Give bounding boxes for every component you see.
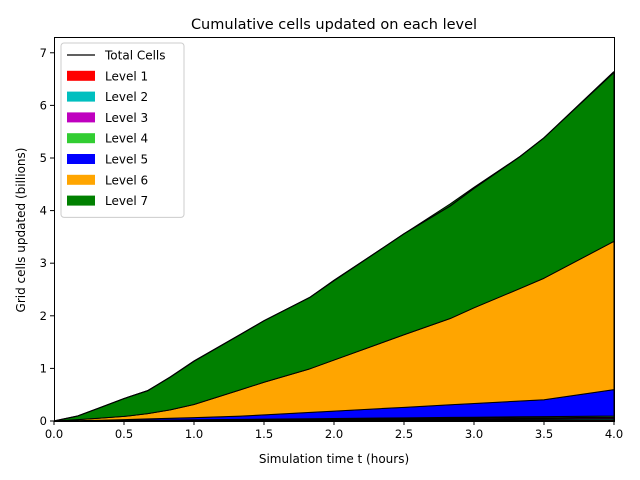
y-tick-label: 4 (40, 204, 47, 218)
chart-title: Cumulative cells updated on each level (191, 17, 477, 33)
x-tick-label: 1.0 (185, 427, 203, 441)
x-tick-label: 0.5 (115, 427, 133, 441)
legend-swatch (67, 112, 95, 123)
legend-label: Level 2 (105, 90, 148, 104)
x-tick-label: 0.0 (45, 427, 63, 441)
total-line-layer (53, 71, 615, 422)
x-tick-label: 1.5 (255, 427, 273, 441)
x-tick-label: 3.0 (465, 427, 483, 441)
legend: Total Cells Level 1 Level 2 Level 3 Level 4 L… (60, 42, 185, 218)
y-tick-label: 3 (40, 256, 47, 270)
legend-label: Level 7 (105, 194, 148, 208)
x-tick-label: 4.0 (605, 427, 623, 441)
x-axis-label: Simulation time t (hours) (259, 452, 409, 466)
x-tick-label: 2.5 (395, 427, 413, 441)
legend-label: Level 4 (105, 132, 148, 146)
legend-swatch (67, 70, 95, 81)
x-tick-label: 3.5 (535, 427, 553, 441)
legend-label: Level 1 (105, 69, 148, 83)
legend-label: Level 3 (105, 111, 148, 125)
legend-swatch (67, 133, 95, 144)
y-tick-label: 2 (40, 309, 47, 323)
y-tick-label: 6 (40, 98, 47, 112)
legend-swatch (67, 195, 95, 206)
legend-swatch (67, 154, 95, 164)
y-tick-label: 0 (40, 414, 47, 428)
y-axis-ticks: 0 1 2 3 4 5 6 7 (40, 46, 54, 428)
legend-label: Level 5 (105, 153, 148, 167)
y-tick-label: 7 (40, 46, 47, 60)
x-tick-label: 2.0 (325, 427, 343, 441)
x-axis-ticks: 0.0 0.5 1.0 1.5 2.0 2.5 3.0 3.5 4.0 (45, 421, 623, 441)
y-axis-label: Grid cells updated (billions) (14, 148, 28, 313)
legend-label: Total Cells (104, 49, 166, 63)
legend-label: Level 6 (105, 173, 148, 187)
y-tick-label: 5 (40, 151, 47, 165)
legend-swatch (67, 91, 95, 102)
legend-swatch (67, 174, 95, 185)
y-tick-label: 1 (40, 361, 47, 375)
total-cells-line (53, 71, 615, 422)
legend-box (60, 42, 185, 218)
